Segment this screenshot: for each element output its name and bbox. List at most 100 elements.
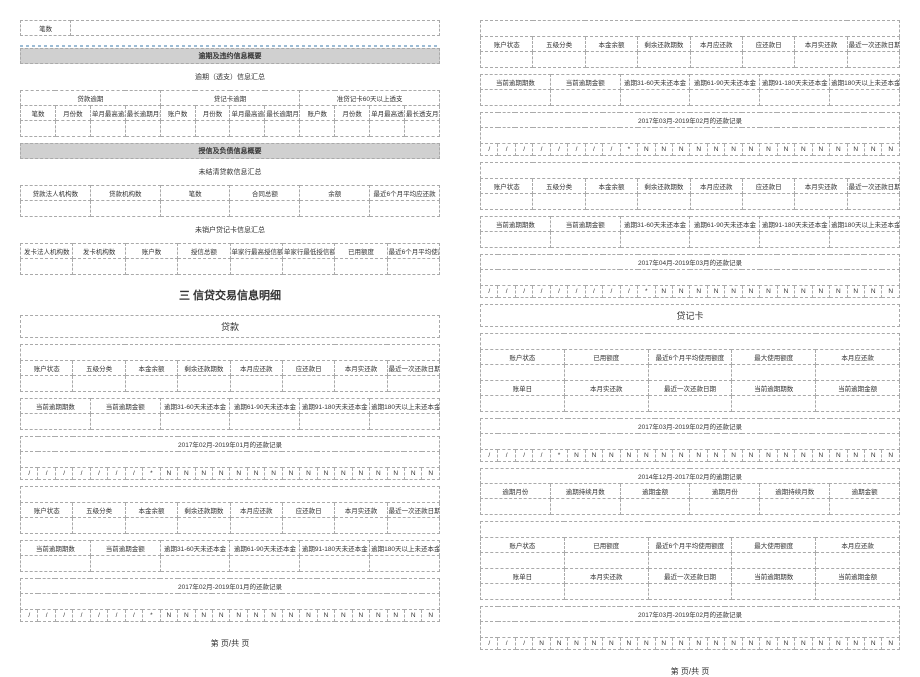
overdue-title: 2014年12月-2017年02月的逾期记录 (481, 469, 900, 484)
repay-mark: N (707, 144, 724, 156)
repay-mark: N (777, 144, 794, 156)
repay-mark: N (812, 144, 829, 156)
repay-mark: / (481, 286, 498, 298)
repay-mark: N (370, 468, 387, 480)
repay-mark: N (422, 610, 440, 622)
repay-mark: N (760, 286, 777, 298)
overdue-record-1: 2014年12月-2017年02月的逾期记录 逾期月份 逾期持续月数 逾期金额 … (480, 468, 900, 515)
repay-mark: / (515, 144, 532, 156)
repay-mark: / (568, 286, 585, 298)
repay-mark: N (672, 450, 689, 462)
repay-mark: N (830, 286, 847, 298)
unclear-loan-table: 贷款法人机构数 贷款机构数 笔数 合同总额 余额 最近6个月平均应还款 (20, 185, 440, 217)
repay-mark: / (498, 450, 515, 462)
repay-mark: N (690, 638, 707, 650)
repay-record-2: 2017年02月-2019年01月的还款记录 ///////*NNNNNNNNN… (20, 578, 440, 622)
repay-mark: N (777, 450, 794, 462)
repay-mark: N (638, 144, 655, 156)
repay-mark: / (498, 638, 515, 650)
repay-mark: N (864, 144, 881, 156)
overdue-summary-table: 贷款逾期 贷记卡逾期 准贷记卡60天以上透支 笔数 月份数 单月最高逾期总额 最… (20, 90, 440, 137)
repay-mark: N (317, 468, 334, 480)
repay-marks-row: ///////*NNNNNNNNNNNNNNNN (21, 468, 440, 480)
repay-mark: N (742, 286, 759, 298)
repay-mark: N (352, 468, 369, 480)
overdue-section-bar: 逾期及违约信息概要 (20, 48, 440, 64)
repay-title: 2017年02月-2019年01月的还款记录 (21, 437, 440, 452)
repay-marks-row: ///NNNNNNNNNNNNNNNNNNNNN (481, 638, 900, 650)
repay-mark: * (143, 610, 160, 622)
repay-mark: N (742, 450, 759, 462)
repay-mark: N (568, 638, 585, 650)
unclear-loan-subtitle: 未结清贷款信息汇总 (20, 165, 440, 179)
repay-mark: N (847, 144, 864, 156)
bishu-row: 笔数 (20, 20, 440, 36)
card-summary-table: 发卡法人机构数 发卡机构数 账户数 授信总额 单家行最高授信额 单家行最低授信额… (20, 243, 440, 275)
repay-mark: N (585, 450, 602, 462)
repay-mark: N (387, 468, 404, 480)
loan-overdue-1: 当前逾期期数 当前逾期金额 逾期31-60天未还本金 逾期61-90天未还本金 … (20, 398, 440, 430)
repay-title: 2017年02月-2019年01月的还款记录 (21, 579, 440, 594)
repay-mark: N (265, 468, 282, 480)
repay-mark: N (707, 450, 724, 462)
group-header: 准贷记卡60天以上透支 (300, 91, 440, 106)
group-header: 贷款逾期 (21, 91, 161, 106)
repay-marks-row: ///////*NNNNNNNNNNNNNNNN (21, 610, 440, 622)
group-header: 贷记卡逾期 (160, 91, 300, 106)
repay-mark: N (247, 468, 264, 480)
repay-mark: / (55, 610, 72, 622)
repay-mark: N (725, 144, 742, 156)
repay-mark: N (795, 144, 812, 156)
repay-mark: N (655, 638, 672, 650)
repay-mark: N (265, 610, 282, 622)
card-repay-1: 2017年03月-2019年02月的还款记录 ////*NNNNNNNNNNNN… (480, 418, 900, 462)
credit-section-bar: 授信及负债信息概要 (20, 143, 440, 159)
repay-mark: / (90, 610, 107, 622)
repay-mark: N (620, 450, 637, 462)
repay-mark: N (672, 286, 689, 298)
card-category-title: 贷记卡 (480, 304, 900, 327)
repay-mark: N (404, 468, 421, 480)
repay-mark: N (795, 286, 812, 298)
repay-mark: N (672, 638, 689, 650)
repay-mark: N (300, 610, 317, 622)
card-summary-subtitle: 未销户贷记卡信息汇总 (20, 223, 440, 237)
repay-marks-row: ////*NNNNNNNNNNNNNNNNNNN (481, 450, 900, 462)
repay-mark: N (195, 468, 212, 480)
repay-mark: / (481, 144, 498, 156)
repay-mark: N (830, 638, 847, 650)
left-page: 笔数 逾期及违约信息概要 逾期（透支）信息汇总 贷款逾期 贷记卡逾期 准贷记卡6… (20, 20, 440, 631)
loan-table-1: 账户状态 五级分类 本金余额 剩余还款期数 本月应还款 应还款日 本月实还款 最… (20, 344, 440, 392)
repay-mark: N (742, 638, 759, 650)
repay-mark: N (638, 638, 655, 650)
repay-mark: / (481, 638, 498, 650)
loan-overdue-4: 当前逾期期数 当前逾期金额 逾期31-60天未还本金 逾期61-90天未还本金 … (480, 216, 900, 248)
repay-mark: N (777, 638, 794, 650)
card-table-1: 账户状态 已用额度 最近6个月平均使用额度 最大使用额度 本月应还款 账单日 本… (480, 333, 900, 412)
repay-title: 2017年03月-2019年02月的还款记录 (481, 419, 900, 434)
repay-mark: N (655, 144, 672, 156)
repay-mark: N (760, 638, 777, 650)
repay-mark: N (707, 286, 724, 298)
repay-title: 2017年04月-2019年03月的还款记录 (481, 255, 900, 270)
repay-mark: / (585, 286, 602, 298)
repay-mark: N (847, 450, 864, 462)
repay-mark: / (498, 286, 515, 298)
repay-mark: / (108, 468, 125, 480)
repay-mark: / (73, 468, 90, 480)
bishu-label: 笔数 (21, 21, 71, 36)
repay-mark: / (108, 610, 125, 622)
repay-mark: N (178, 610, 195, 622)
repay-mark: / (550, 144, 567, 156)
repay-mark: N (882, 286, 900, 298)
repay-mark: N (317, 610, 334, 622)
repay-mark: N (725, 450, 742, 462)
repay-mark: / (533, 286, 550, 298)
repay-mark: N (160, 468, 177, 480)
loan-overdue-3: 当前逾期期数 当前逾期金额 逾期31-60天未还本金 逾期61-90天未还本金 … (480, 74, 900, 106)
repay-mark: N (882, 450, 900, 462)
repay-mark: * (620, 144, 637, 156)
repay-mark: N (760, 450, 777, 462)
repay-record-4: 2017年04月-2019年03月的还款记录 /////////*NNNNNNN… (480, 254, 900, 298)
repay-mark: N (655, 450, 672, 462)
